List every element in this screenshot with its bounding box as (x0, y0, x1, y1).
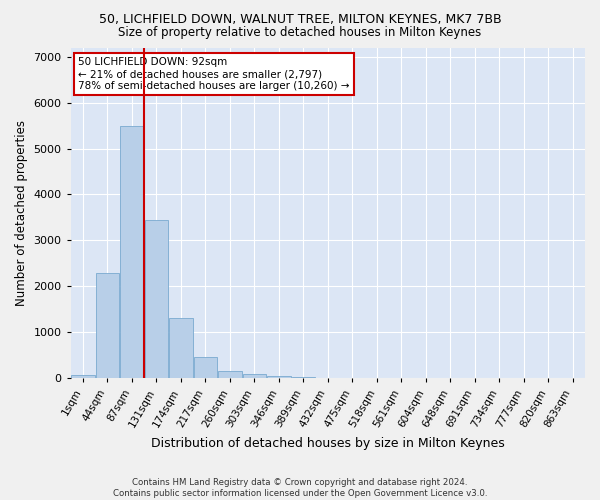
Bar (71, 375, 95, 378)
Bar (121, 126, 143, 378)
Text: Contains HM Land Registry data © Crown copyright and database right 2024.
Contai: Contains HM Land Registry data © Crown c… (113, 478, 487, 498)
Text: Size of property relative to detached houses in Milton Keynes: Size of property relative to detached ho… (118, 26, 482, 39)
Bar (243, 374, 266, 378)
Bar (194, 356, 217, 378)
Y-axis label: Number of detached properties: Number of detached properties (15, 120, 28, 306)
Bar (218, 371, 242, 378)
Text: 50, LICHFIELD DOWN, WALNUT TREE, MILTON KEYNES, MK7 7BB: 50, LICHFIELD DOWN, WALNUT TREE, MILTON … (98, 12, 502, 26)
X-axis label: Distribution of detached houses by size in Milton Keynes: Distribution of detached houses by size … (151, 437, 505, 450)
Bar (169, 318, 193, 378)
Bar (96, 274, 119, 378)
Bar (292, 377, 315, 378)
Bar (145, 220, 168, 378)
Text: 50 LICHFIELD DOWN: 92sqm
← 21% of detached houses are smaller (2,797)
78% of sem: 50 LICHFIELD DOWN: 92sqm ← 21% of detach… (79, 58, 350, 90)
Bar (267, 376, 290, 378)
